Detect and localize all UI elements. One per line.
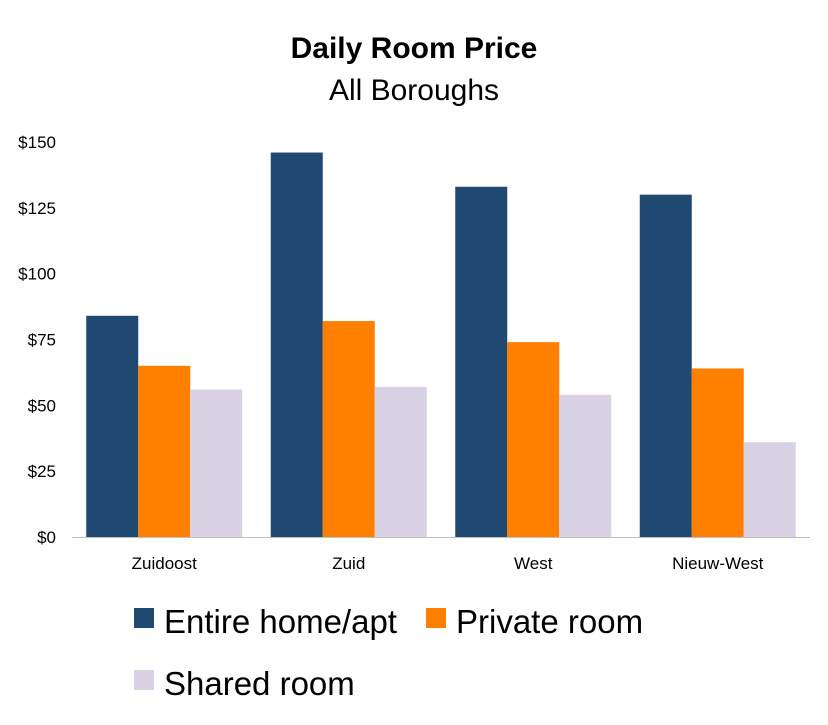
y-tick-label: $100 xyxy=(18,265,56,284)
bar xyxy=(190,389,243,537)
legend-label: Private room xyxy=(456,603,643,640)
bar xyxy=(559,394,612,537)
y-tick-label: $125 xyxy=(18,199,56,218)
y-tick-label: $0 xyxy=(37,528,56,547)
bar xyxy=(138,365,191,537)
x-axis-labels: Zuidoost Zuid West Nieuw-West xyxy=(132,554,764,573)
x-tick-label: Nieuw-West xyxy=(672,554,764,573)
bar xyxy=(322,321,375,537)
x-tick-label: Zuidoost xyxy=(132,554,197,573)
y-axis: $0 $25 $50 $75 $100 $125 $150 xyxy=(18,133,810,547)
y-tick-label: $25 xyxy=(28,462,56,481)
x-tick-label: West xyxy=(514,554,553,573)
bar xyxy=(455,186,508,537)
chart-subtitle: All Boroughs xyxy=(329,74,499,107)
bar xyxy=(639,194,692,537)
legend-swatch xyxy=(134,670,154,690)
bar xyxy=(743,442,796,537)
legend: Entire home/apt Private room Shared room xyxy=(134,603,643,702)
legend-label: Shared room xyxy=(164,665,355,702)
bar xyxy=(270,152,323,538)
x-tick-label: Zuid xyxy=(332,554,365,573)
y-tick-label: $75 xyxy=(28,331,56,350)
bars xyxy=(86,152,796,538)
bar xyxy=(374,386,427,537)
chart-title: Daily Room Price xyxy=(291,32,538,65)
bar xyxy=(691,368,744,537)
legend-swatch xyxy=(134,608,154,628)
y-tick-label: $150 xyxy=(18,133,56,152)
legend-swatch xyxy=(426,608,446,628)
bar xyxy=(507,342,560,537)
bar xyxy=(86,315,139,537)
y-tick-label: $50 xyxy=(28,396,56,415)
legend-label: Entire home/apt xyxy=(164,603,397,640)
